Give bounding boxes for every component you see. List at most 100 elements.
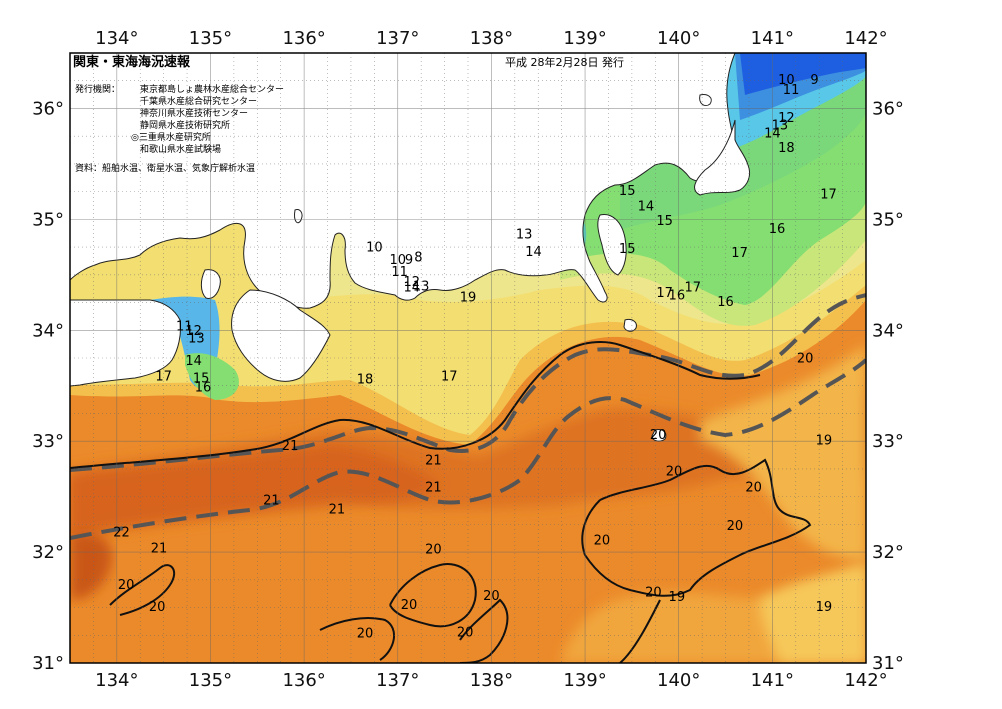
isotherm-label: 13 bbox=[413, 280, 430, 295]
isotherm-20-south-east2 bbox=[619, 599, 661, 663]
isotherm-label: 20 bbox=[457, 626, 474, 641]
isotherm-20-south-west bbox=[109, 564, 176, 616]
isotherm-label: 21 bbox=[425, 480, 442, 495]
shikoku-east bbox=[70, 299, 181, 387]
isotherm-label: 12 bbox=[185, 324, 202, 339]
kuroshio-axis-south bbox=[70, 358, 866, 540]
isotherm-label: 20 bbox=[425, 542, 442, 557]
latitude-tick-label: 32° bbox=[872, 542, 904, 563]
isotherm-label: 21 bbox=[151, 541, 168, 556]
isotherm-20-east bbox=[581, 458, 812, 597]
isotherm-20-southcenter bbox=[319, 617, 395, 661]
land-masses bbox=[70, 53, 751, 442]
longitude-tick-label: 139° bbox=[563, 28, 606, 49]
isotherm-label: 13 bbox=[188, 332, 205, 347]
isotherm-label: 19 bbox=[816, 600, 833, 615]
honshu-coast bbox=[70, 53, 736, 309]
isotherm-label: 14 bbox=[638, 200, 655, 215]
latitude-labels-left: 36° 35° 34° 33° 32° 31° bbox=[32, 98, 64, 674]
isotherm-label: 12 bbox=[404, 275, 421, 290]
map-title: 関東・東海海況速報 bbox=[73, 54, 191, 70]
southeast-yellow-zone bbox=[760, 565, 866, 663]
latitude-tick-label: 36° bbox=[872, 98, 904, 119]
longitude-tick-label: 136° bbox=[282, 670, 325, 691]
isotherm-label: 20 bbox=[745, 480, 762, 495]
longitude-tick-label: 136° bbox=[282, 28, 325, 49]
longitude-tick-label: 139° bbox=[563, 670, 606, 691]
longitude-tick-label: 138° bbox=[470, 670, 513, 691]
isotherm-label: 16 bbox=[717, 295, 734, 310]
latitude-tick-label: 36° bbox=[32, 98, 64, 119]
isotherm-label: 20 bbox=[357, 627, 374, 642]
isotherm-21-north bbox=[70, 341, 761, 469]
isotherm-label: 20 bbox=[483, 589, 500, 604]
isotherm-label: 19 bbox=[460, 291, 477, 306]
longitude-tick-label: 135° bbox=[189, 28, 232, 49]
isotherm-20-center bbox=[389, 563, 477, 628]
isotherm-label: 20 bbox=[727, 519, 744, 534]
isotherm-label: 10 bbox=[366, 241, 383, 256]
boso-peninsula bbox=[694, 119, 751, 196]
longitude-labels-top: 134° 135° 136° 137° 138° 139° 140° 141° 142° bbox=[95, 28, 888, 49]
isotherm-label: 11 bbox=[391, 265, 408, 280]
latitude-tick-label: 32° bbox=[32, 542, 64, 563]
latitude-tick-label: 34° bbox=[872, 320, 904, 341]
latitude-tick-label: 31° bbox=[872, 653, 904, 674]
east-light-orange-zone bbox=[700, 345, 866, 560]
isotherm-label: 21 bbox=[425, 454, 442, 469]
latitude-tick-label: 34° bbox=[32, 320, 64, 341]
awaji-island bbox=[200, 269, 221, 299]
isotherm-label: 17 bbox=[441, 369, 458, 384]
islet-north-kanto bbox=[699, 94, 712, 107]
longitude-tick-label: 135° bbox=[189, 670, 232, 691]
oshima-island bbox=[623, 319, 637, 332]
isotherm-label: 14 bbox=[525, 245, 542, 260]
issuer-label: 発行機関： bbox=[75, 83, 120, 95]
longitude-tick-label: 140° bbox=[657, 670, 700, 691]
isotherm-label: 16 bbox=[195, 380, 212, 395]
isotherm-label: 17 bbox=[684, 281, 701, 296]
longitude-tick-label: 137° bbox=[376, 28, 419, 49]
isotherm-labels: 10 91112131418151415151716171716171613141… bbox=[113, 73, 837, 641]
isotherm-label: 13 bbox=[772, 119, 789, 134]
issuer-5: ◎三重県水産研究所 bbox=[131, 131, 211, 143]
isotherm-label: 15 bbox=[619, 184, 636, 199]
graticule bbox=[70, 53, 866, 663]
isotherm-label: 13 bbox=[516, 227, 533, 242]
isotherm-label: 20 bbox=[118, 578, 135, 593]
issuer-4: 静岡県水産技術研究所 bbox=[140, 119, 230, 131]
latitude-tick-label: 33° bbox=[32, 431, 64, 452]
isotherm-label: 17 bbox=[731, 246, 748, 261]
isotherm-label: 17 bbox=[820, 187, 837, 202]
isotherm-label: 18 bbox=[778, 141, 795, 156]
isotherm-label: 9 bbox=[405, 253, 413, 268]
isotherm-20-southeast bbox=[459, 598, 509, 663]
isotherm-label: 20 bbox=[401, 598, 418, 613]
longitude-tick-label: 134° bbox=[95, 670, 138, 691]
longitude-tick-label: 141° bbox=[751, 28, 794, 49]
isotherm-label: 21 bbox=[329, 502, 346, 517]
longitude-tick-label: 134° bbox=[95, 28, 138, 49]
isotherm-label: 20 bbox=[797, 352, 814, 367]
isotherm-label: 22 bbox=[113, 526, 130, 541]
isotherm-label: 11 bbox=[176, 319, 193, 334]
warm-dark-core bbox=[70, 445, 440, 535]
isotherm-label: 10 bbox=[389, 253, 406, 268]
isotherm-label: 19 bbox=[816, 434, 833, 449]
isotherm-label: 17 bbox=[656, 286, 673, 301]
isotherm-label: 20 bbox=[666, 465, 683, 480]
latitude-tick-label: 33° bbox=[872, 431, 904, 452]
kuroshio-axis-lines bbox=[70, 293, 866, 540]
longitude-tick-label: 142° bbox=[844, 28, 887, 49]
issuer-6: 和歌山県水産試験場 bbox=[140, 143, 221, 155]
map-header: 関東・東海海況速報 平成 28年2月28日 発行 発行機関： 東京都島しょ農林水… bbox=[73, 54, 624, 174]
latitude-tick-label: 35° bbox=[872, 209, 904, 230]
kuroshio-axis-north bbox=[70, 293, 866, 472]
latitude-labels-right: 36° 35° 34° 33° 32° 31° bbox=[872, 98, 904, 674]
isotherm-label: 18 bbox=[357, 373, 374, 388]
isotherm-label: 10 bbox=[778, 73, 795, 88]
isotherm-label: 20 bbox=[650, 428, 667, 443]
map-plot-area: 10 91112131418151415151716171716171613141… bbox=[70, 53, 866, 663]
latitude-tick-label: 35° bbox=[32, 209, 64, 230]
